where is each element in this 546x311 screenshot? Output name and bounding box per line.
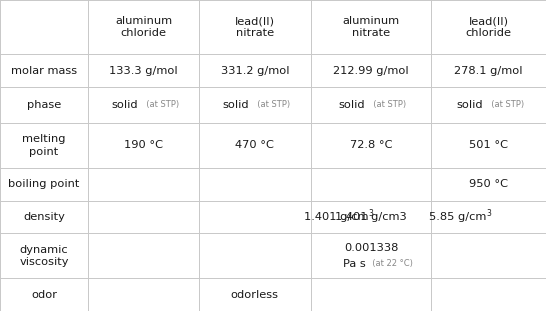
Text: aluminum
nitrate: aluminum nitrate [342, 16, 400, 39]
Text: melting
point: melting point [22, 134, 66, 157]
Text: (at STP): (at STP) [368, 100, 406, 109]
Text: 3: 3 [486, 209, 491, 218]
Text: solid: solid [223, 100, 250, 110]
Text: dynamic
viscosity: dynamic viscosity [19, 244, 69, 267]
Text: density: density [23, 212, 65, 222]
Text: (at STP): (at STP) [141, 100, 179, 109]
Text: (at 22 °C): (at 22 °C) [366, 259, 413, 268]
Text: 1.401 g/cm3: 1.401 g/cm3 [335, 212, 407, 222]
Text: 190 °C: 190 °C [124, 140, 163, 151]
Text: Pa s: Pa s [343, 258, 365, 269]
Text: solid: solid [339, 100, 365, 110]
Text: 133.3 g/mol: 133.3 g/mol [109, 66, 178, 76]
Text: (at STP): (at STP) [486, 100, 524, 109]
Text: 5.85 g/cm: 5.85 g/cm [429, 212, 486, 222]
Text: 72.8 °C: 72.8 °C [350, 140, 392, 151]
Text: phase: phase [27, 100, 61, 110]
Text: 212.99 g/mol: 212.99 g/mol [333, 66, 409, 76]
Text: (at STP): (at STP) [252, 100, 290, 109]
Text: 470 °C: 470 °C [235, 140, 274, 151]
Text: odorless: odorless [231, 290, 279, 300]
Text: 331.2 g/mol: 331.2 g/mol [221, 66, 289, 76]
Text: lead(II)
chloride: lead(II) chloride [466, 16, 512, 39]
Text: odor: odor [31, 290, 57, 300]
Text: solid: solid [111, 100, 138, 110]
Text: 501 °C: 501 °C [469, 140, 508, 151]
Text: aluminum
chloride: aluminum chloride [115, 16, 172, 39]
Text: lead(II)
nitrate: lead(II) nitrate [235, 16, 275, 39]
Text: 1.401 g/cm: 1.401 g/cm [304, 212, 368, 222]
Text: solid: solid [456, 100, 483, 110]
Text: boiling point: boiling point [8, 179, 80, 189]
Text: 278.1 g/mol: 278.1 g/mol [454, 66, 523, 76]
Text: 0.001338: 0.001338 [344, 243, 398, 253]
Text: 3: 3 [369, 209, 373, 218]
Text: 950 °C: 950 °C [469, 179, 508, 189]
Text: molar mass: molar mass [11, 66, 77, 76]
